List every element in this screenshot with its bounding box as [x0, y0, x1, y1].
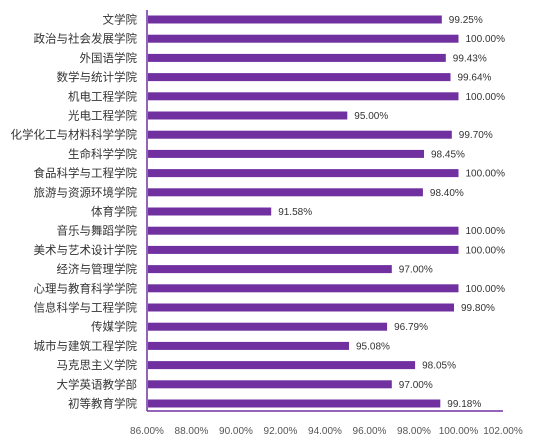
- data-label: 96.79%: [394, 322, 428, 333]
- bar: [148, 188, 423, 197]
- category-label: 食品科学与工程学院: [34, 166, 138, 180]
- x-tick-label: 90.00%: [219, 426, 253, 437]
- data-label: 99.25%: [449, 15, 483, 26]
- category-label: 美术与艺术设计学院: [34, 243, 138, 257]
- data-label: 100.00%: [466, 226, 506, 237]
- data-label: 98.40%: [430, 188, 464, 199]
- category-label: 外国语学院: [80, 51, 138, 65]
- category-label: 大学英语教学部: [57, 377, 138, 391]
- x-tick-label: 92.00%: [264, 426, 298, 437]
- data-label: 99.18%: [447, 399, 481, 410]
- data-label: 99.43%: [453, 53, 487, 64]
- data-label: 95.00%: [354, 111, 388, 122]
- category-label: 初等教育学院: [68, 397, 137, 411]
- data-label: 99.70%: [459, 130, 493, 141]
- x-tick-label: 100.00%: [439, 426, 479, 437]
- bar: [148, 399, 441, 408]
- bar: [148, 130, 452, 139]
- data-label: 100.00%: [466, 284, 506, 295]
- bar: [148, 111, 348, 120]
- bar: [148, 92, 459, 101]
- data-label: 100.00%: [466, 92, 506, 103]
- x-tick-label: 96.00%: [353, 426, 387, 437]
- bar: [148, 322, 388, 331]
- data-label: 100.00%: [466, 245, 506, 256]
- category-label: 城市与建筑工程学院: [34, 339, 138, 353]
- bar: [148, 15, 442, 24]
- data-label: 91.58%: [278, 207, 312, 218]
- bar: [148, 361, 416, 370]
- category-label: 体育学院: [91, 205, 137, 219]
- bar: [148, 53, 446, 62]
- x-tick-label: 102.00%: [483, 426, 523, 437]
- bar: [148, 34, 459, 43]
- category-label: 文学院: [103, 13, 138, 27]
- bar: [148, 303, 454, 312]
- category-label: 心理与教育科学学院: [34, 281, 138, 295]
- data-label: 99.64%: [458, 73, 492, 84]
- bar: [148, 380, 392, 389]
- data-label: 98.45%: [431, 149, 465, 160]
- category-label: 音乐与舞蹈学院: [57, 224, 138, 238]
- data-label: 98.05%: [422, 361, 456, 372]
- category-label: 机电工程学院: [68, 89, 137, 103]
- category-label: 政治与社会发展学院: [34, 32, 138, 46]
- category-label: 旅游与资源环境学院: [34, 185, 138, 199]
- category-label: 生命科学学院: [68, 147, 137, 161]
- category-label: 光电工程学院: [68, 109, 137, 123]
- bar: [148, 169, 459, 178]
- bar: [148, 265, 392, 274]
- bar: [148, 149, 424, 158]
- bar: [148, 73, 451, 82]
- x-tick-label: 88.00%: [175, 426, 209, 437]
- category-label: 传媒学院: [91, 320, 137, 334]
- data-label: 99.80%: [461, 303, 495, 314]
- bar: [148, 284, 459, 293]
- category-label: 化学化工与材料科学学院: [11, 128, 138, 142]
- data-label: 97.00%: [399, 380, 433, 391]
- x-tick-label: 86.00%: [130, 426, 164, 437]
- data-label: 95.08%: [356, 341, 390, 352]
- data-label: 97.00%: [399, 265, 433, 276]
- bar: [148, 207, 272, 216]
- x-tick-label: 94.00%: [308, 426, 342, 437]
- category-label: 马克思主义学院: [57, 358, 138, 372]
- category-label: 信息科学与工程学院: [34, 301, 138, 315]
- bar: [148, 226, 459, 235]
- data-label: 100.00%: [466, 34, 506, 45]
- category-label: 数学与统计学院: [57, 70, 138, 84]
- x-tick-label: 98.00%: [397, 426, 431, 437]
- bar: [148, 341, 349, 350]
- bar: [148, 245, 459, 254]
- data-label: 100.00%: [466, 169, 506, 180]
- category-label: 经济与管理学院: [57, 262, 138, 276]
